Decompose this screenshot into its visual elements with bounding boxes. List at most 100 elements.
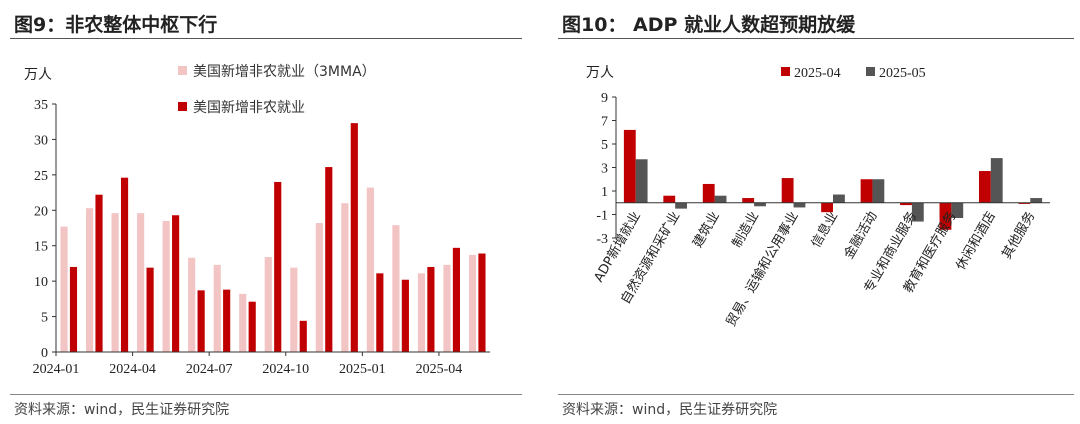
right-chart-title: 图10： ADP 就业人数超预期放缓 xyxy=(562,14,856,36)
left-bar-3mma xyxy=(443,264,451,352)
left-bar-nfp xyxy=(95,194,103,352)
left-bar-nfp xyxy=(274,181,282,352)
right-category-label: 休闲和酒店 xyxy=(954,209,999,273)
left-bar-3mma xyxy=(468,254,477,352)
right-category-label: 建筑业 xyxy=(689,209,722,251)
left-legend-swatch-nfp xyxy=(178,102,187,111)
left-bar-3mma xyxy=(188,257,196,352)
right-bar-2025-05 xyxy=(833,194,845,203)
left-source-rule xyxy=(10,394,522,395)
right-title-rule xyxy=(558,38,1074,39)
left-y-tick-label: 0 xyxy=(41,346,48,361)
left-bar-nfp xyxy=(376,273,384,352)
left-bar-nfp xyxy=(69,266,78,352)
left-panel: 图9：非农整体中枢下行 万人 0 5 10 15 20 25 30 35 2024-01 2024-… xyxy=(0,0,528,424)
left-x-tick-label: 2024-01 xyxy=(33,362,80,377)
right-bar-2025-05 xyxy=(911,202,924,222)
right-bar-2025-05 xyxy=(754,202,766,207)
right-y-tick-label: 3 xyxy=(601,162,608,177)
left-bar-3mma xyxy=(111,213,119,352)
left-unit-label: 万人 xyxy=(24,67,52,83)
left-chart: 万人 0 5 10 15 20 25 30 35 2024-01 2024-04 2024-07 202… xyxy=(24,64,490,377)
right-category-label: 制造业 xyxy=(730,209,762,250)
left-bar-nfp xyxy=(299,320,307,352)
left-y-tick-label: 35 xyxy=(34,98,48,113)
left-bar-3mma xyxy=(85,208,94,352)
right-bar-2025-04 xyxy=(623,129,636,203)
left-x-tick-label: 2025-01 xyxy=(339,362,386,377)
left-source: 资料来源：wind，民生证券研究院 xyxy=(14,402,230,418)
left-bar-3mma xyxy=(417,273,426,352)
right-legend-2025-04: 2025-04 xyxy=(794,66,841,81)
left-bar-3mma xyxy=(264,257,272,352)
right-bar-2025-04 xyxy=(702,183,715,203)
right-legend-swatch-2025-04 xyxy=(781,67,790,76)
right-y-tick-label: 1 xyxy=(601,185,608,200)
left-title-rule xyxy=(10,38,522,39)
left-bar-3mma xyxy=(137,213,145,352)
right-bar-2025-04 xyxy=(742,198,755,203)
right-category-label: 贸易、运输和公用事业 xyxy=(723,209,802,330)
left-bar-3mma xyxy=(366,187,374,352)
left-bar-3mma xyxy=(290,267,298,352)
left-y-tick-label: 30 xyxy=(34,133,48,148)
left-bar-nfp xyxy=(478,253,486,352)
left-x-tick-label: 2024-04 xyxy=(109,362,156,377)
left-bar-nfp xyxy=(146,267,154,352)
right-y-tick-label: 7 xyxy=(601,115,608,130)
left-bar-nfp xyxy=(452,247,461,352)
right-y-tick-label: -3 xyxy=(596,232,608,247)
right-bar-2025-05 xyxy=(714,195,727,203)
right-category-label: 其他服务 xyxy=(999,209,1039,262)
left-legend-swatch-3mma xyxy=(178,66,187,75)
right-bar-2025-04 xyxy=(939,202,952,230)
right-bar-2025-05 xyxy=(675,202,688,209)
left-bar-nfp xyxy=(325,167,333,352)
left-bar-3mma xyxy=(213,264,221,352)
left-bar-3mma xyxy=(60,226,68,352)
left-bar-nfp xyxy=(172,215,180,352)
right-legend-swatch-2025-05 xyxy=(866,67,875,76)
left-y-tick-label: 25 xyxy=(34,169,48,184)
right-bar-2025-04 xyxy=(781,178,794,203)
right-source: 资料来源：wind，民生证券研究院 xyxy=(562,402,778,418)
left-x-tick-label: 2024-07 xyxy=(186,362,233,377)
left-y-tick-label: 20 xyxy=(34,204,48,219)
right-y-tick-label: -1 xyxy=(596,209,608,224)
left-chart-title: 图9：非农整体中枢下行 xyxy=(14,14,218,36)
left-y-tick-label: 10 xyxy=(34,275,48,290)
right-bar-2025-05 xyxy=(635,159,648,203)
left-x-tick-label: 2025-04 xyxy=(416,362,463,377)
right-bar-2025-04 xyxy=(900,202,912,206)
right-category-label: 金融活动 xyxy=(841,209,881,262)
right-source-rule xyxy=(558,394,1074,395)
right-y-tick-label: 9 xyxy=(601,91,608,106)
left-bar-nfp xyxy=(197,290,205,352)
left-legend-3mma: 美国新增非农就业（3MMA） xyxy=(193,64,376,80)
right-panel: 图10： ADP 就业人数超预期放缓 万人 9 7 5 3 1 -1 -3 ADP新增就业 自然资… xyxy=(548,0,1080,424)
left-bar-nfp xyxy=(401,279,409,352)
left-bar-3mma xyxy=(315,223,323,352)
right-bar-2025-04 xyxy=(978,171,991,203)
left-bar-nfp xyxy=(248,301,256,352)
left-bar-nfp xyxy=(350,123,358,352)
left-y-tick-label: 5 xyxy=(41,311,48,326)
right-bar-2025-05 xyxy=(990,158,1003,203)
right-y-tick-label: 5 xyxy=(601,138,608,153)
left-y-tick-label: 15 xyxy=(34,240,48,255)
left-bar-3mma xyxy=(162,220,170,352)
right-category-label: 信息业 xyxy=(808,209,841,251)
right-bar-2025-04 xyxy=(821,202,833,213)
left-bar-3mma xyxy=(392,225,400,352)
left-bar-3mma xyxy=(341,203,349,352)
left-bar-3mma xyxy=(239,293,247,352)
right-bar-2025-04 xyxy=(1018,202,1031,204)
right-bar-2025-05 xyxy=(951,202,964,219)
left-bar-nfp xyxy=(120,177,129,352)
left-x-tick-label: 2024-10 xyxy=(262,362,309,377)
left-bar-nfp xyxy=(223,289,231,352)
left-bar-nfp xyxy=(427,266,435,352)
right-bar-2025-05 xyxy=(793,202,806,208)
right-legend-2025-05: 2025-05 xyxy=(879,66,926,81)
